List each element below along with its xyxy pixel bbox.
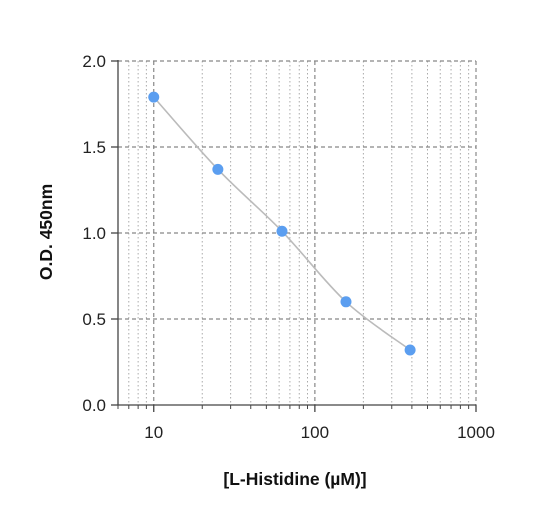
- data-point: [212, 163, 224, 175]
- x-axis-title: [L-Histidine (µM)]: [223, 469, 366, 489]
- y-tick-label: 1.0: [82, 224, 106, 243]
- axes: [111, 60, 477, 412]
- y-tick-labels: 0.0 0.5 1.0 1.5 2.0: [82, 52, 106, 415]
- x-tick-label: 100: [301, 423, 329, 442]
- major-gridlines: [118, 60, 477, 405]
- x-tick-label: 1000: [457, 423, 495, 442]
- data-point: [148, 91, 160, 103]
- y-tick-label: 0.5: [82, 310, 106, 329]
- y-tick-label: 2.0: [82, 52, 106, 71]
- data-points-layer: [148, 91, 416, 356]
- fit-curve: [153, 96, 411, 351]
- data-point: [276, 225, 288, 237]
- x-tick-label: 10: [144, 423, 163, 442]
- y-axis-title: O.D. 450nm: [36, 184, 56, 280]
- data-point: [340, 296, 352, 308]
- fit-curve-layer: [153, 96, 411, 351]
- y-tick-label: 0.0: [82, 396, 106, 415]
- y-tick-label: 1.5: [82, 138, 106, 157]
- data-point: [404, 344, 416, 356]
- x-tick-labels: 10 100 1000: [144, 423, 495, 442]
